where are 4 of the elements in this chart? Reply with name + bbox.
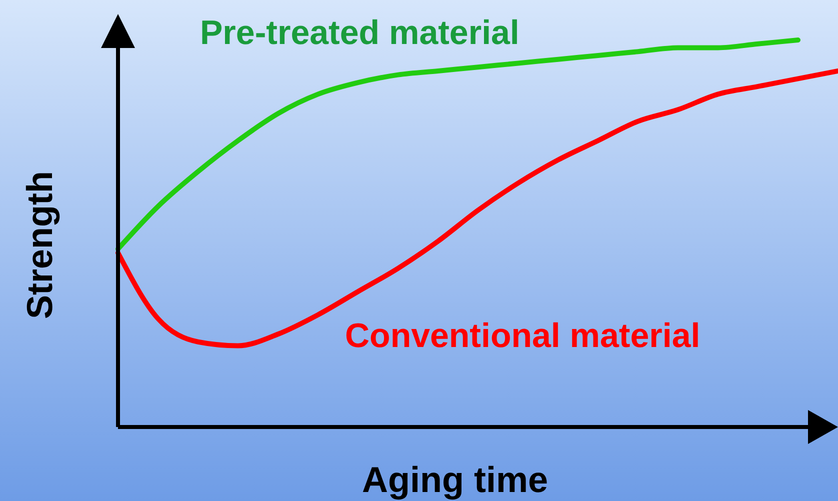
series-label: Conventional material <box>345 317 700 355</box>
series-label: Pre-treated material <box>200 14 520 52</box>
x-axis-title: Aging time <box>362 459 548 500</box>
y-axis-title: Strength <box>19 171 60 319</box>
